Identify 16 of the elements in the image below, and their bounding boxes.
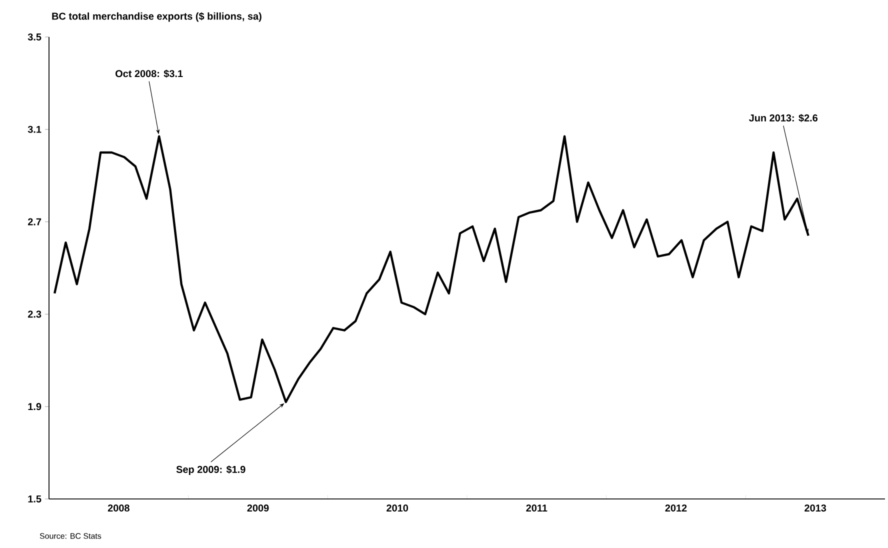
x-tick-label: 2013 xyxy=(804,504,826,512)
y-tick-label: 1.9 xyxy=(28,403,42,410)
annotation: Oct 2008: $3.1 xyxy=(116,70,183,78)
annotation: Sep 2009: $1.9 xyxy=(176,465,246,475)
annotation: Jun 2013: $2.6 xyxy=(749,114,818,122)
x-tick-label: 2008 xyxy=(108,504,130,512)
y-tick-label: 3.1 xyxy=(28,126,42,133)
y-axis-title: BC total merchandise exports ($ billions, sa) xyxy=(52,12,262,22)
x-tick-label: 2012 xyxy=(665,504,687,512)
x-tick-label: 2009 xyxy=(247,504,269,512)
x-tick-label: 2010 xyxy=(386,504,408,512)
y-tick-label: 3.5 xyxy=(28,33,42,41)
y-tick-label: 2.7 xyxy=(28,218,42,226)
y-tick-label: 2.3 xyxy=(28,310,42,318)
x-tick-label: 2011 xyxy=(526,504,548,512)
y-tick-label: 1.5 xyxy=(28,496,42,502)
